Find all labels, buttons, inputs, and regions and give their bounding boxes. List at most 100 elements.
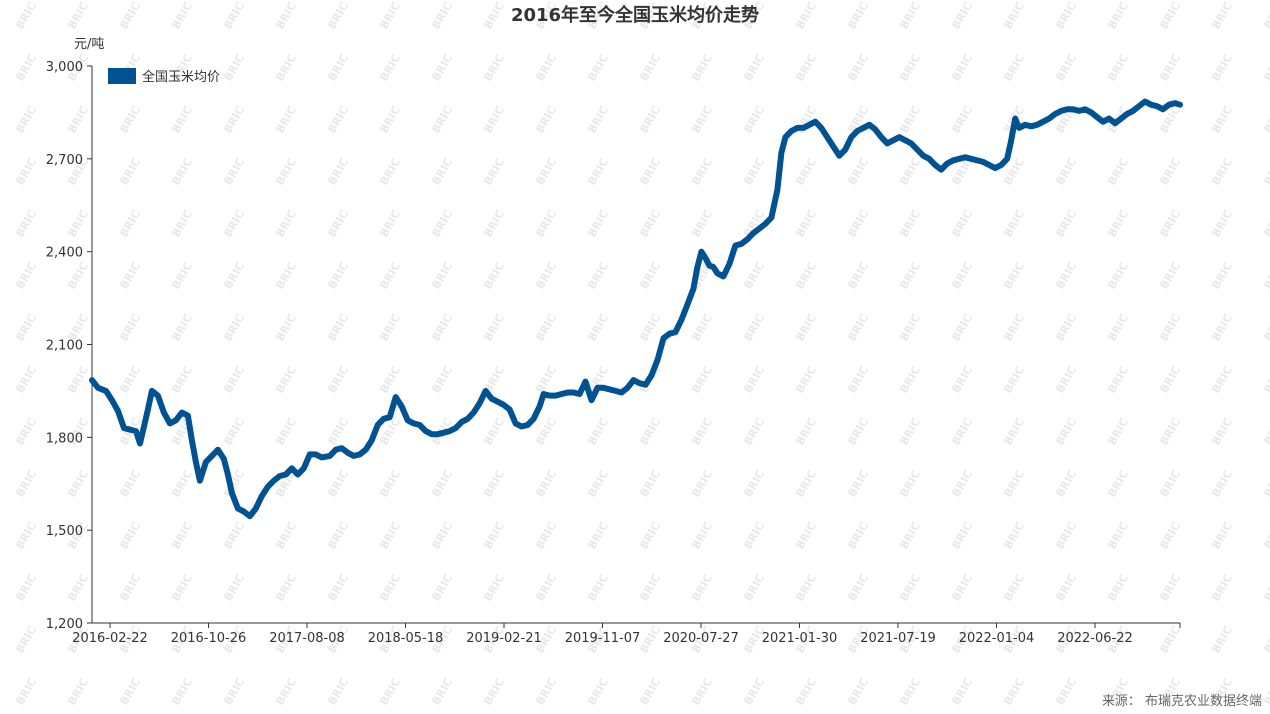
watermark-text: BRIC: [221, 104, 247, 136]
watermark-text: BRIC: [117, 312, 143, 344]
watermark-text: BRIC: [1053, 572, 1079, 604]
watermark-text: BRIC: [897, 468, 923, 500]
watermark-text: BRIC: [1053, 676, 1079, 708]
watermark-text: BRIC: [585, 468, 611, 500]
watermark-text: BRIC: [533, 520, 559, 552]
watermark-text: BRIC: [1001, 208, 1027, 240]
watermark-text: BRIC: [741, 364, 767, 396]
watermark-text: BRIC: [1105, 0, 1131, 31]
x-tick-label: 2019-11-07: [565, 631, 641, 646]
source-label: 来源： 布瑞克农业数据终端: [1102, 693, 1262, 709]
watermark-text: BRIC: [273, 156, 299, 188]
watermark-text: BRIC: [221, 312, 247, 344]
watermark-text: BRIC: [429, 0, 455, 31]
watermark-text: BRIC: [65, 572, 91, 604]
x-tick-label: 2017-08-08: [269, 631, 345, 646]
watermark-text: BRIC: [481, 572, 507, 604]
watermark-text: BRIC: [1209, 364, 1235, 396]
watermark-text: BRIC: [377, 260, 403, 292]
watermark-text: BRIC: [13, 0, 39, 31]
watermark-text: BRIC: [377, 312, 403, 344]
watermark-text: BRIC: [1209, 572, 1235, 604]
watermark-text: BRIC: [897, 156, 923, 188]
watermark-text: BRIC: [897, 520, 923, 552]
watermark-text: BRIC: [1001, 312, 1027, 344]
watermark-text: BRIC: [325, 0, 351, 31]
watermark-text: BRIC: [221, 520, 247, 552]
watermark-text: BRIC: [117, 104, 143, 136]
watermark-text: BRIC: [1261, 260, 1270, 292]
watermark-text: BRIC: [1001, 676, 1027, 708]
watermark-text: BRIC: [1053, 156, 1079, 188]
watermark-text: BRIC: [533, 208, 559, 240]
watermark-text: BRIC: [13, 676, 39, 708]
watermark-text: BRIC: [169, 156, 195, 188]
series-line-national-corn-price: [89, 98, 1183, 520]
watermark-text: BRIC: [1261, 572, 1270, 604]
watermark-text: BRIC: [1209, 52, 1235, 84]
x-tick-label: 2022-01-04: [959, 631, 1035, 646]
watermark-text: BRIC: [1209, 0, 1235, 31]
watermark-text: BRIC: [13, 520, 39, 552]
watermark-text: BRIC: [1053, 468, 1079, 500]
watermark-text: BRIC: [429, 156, 455, 188]
watermark-text: BRIC: [793, 0, 819, 31]
watermark-text: BRIC: [481, 52, 507, 84]
watermark-text: BRIC: [1261, 520, 1270, 552]
watermark-text: BRIC: [481, 156, 507, 188]
watermark-text: BRIC: [221, 676, 247, 708]
watermark-text: BRIC: [793, 572, 819, 604]
watermark-text: BRIC: [169, 312, 195, 344]
watermark-text: BRIC: [585, 676, 611, 708]
watermark-layer: BRIC BRIC BRIC BRIC BRIC BRIC BRIC BRIC BRIC BRIC…: [13, 0, 1270, 708]
watermark-text: BRIC: [1053, 520, 1079, 552]
legend[interactable]: 全国玉米均价: [108, 68, 220, 85]
watermark-text: BRIC: [13, 104, 39, 136]
watermark-text: BRIC: [689, 52, 715, 84]
watermark-text: BRIC: [221, 260, 247, 292]
watermark-text: BRIC: [897, 52, 923, 84]
watermark-text: BRIC: [949, 312, 975, 344]
watermark-text: BRIC: [1157, 312, 1183, 344]
watermark-text: BRIC: [1001, 468, 1027, 500]
watermark-text: BRIC: [13, 312, 39, 344]
watermark-text: BRIC: [325, 156, 351, 188]
watermark-text: BRIC: [793, 52, 819, 84]
watermark-text: BRIC: [1157, 208, 1183, 240]
watermark-text: BRIC: [533, 312, 559, 344]
watermark-text: BRIC: [741, 676, 767, 708]
watermark-text: BRIC: [533, 676, 559, 708]
watermark-text: BRIC: [221, 572, 247, 604]
watermark-text: BRIC: [429, 572, 455, 604]
watermark-text: BRIC: [793, 416, 819, 448]
watermark-text: BRIC: [585, 260, 611, 292]
watermark-text: BRIC: [949, 104, 975, 136]
watermark-text: BRIC: [585, 156, 611, 188]
y-tick-label: 1,500: [46, 524, 83, 539]
x-tick-label: 2016-02-22: [72, 631, 148, 646]
watermark-text: BRIC: [481, 104, 507, 136]
watermark-text: BRIC: [117, 520, 143, 552]
watermark-text: BRIC: [1261, 624, 1270, 656]
watermark-text: BRIC: [1001, 572, 1027, 604]
watermark-text: BRIC: [741, 312, 767, 344]
watermark-text: BRIC: [949, 0, 975, 31]
watermark-text: BRIC: [1053, 208, 1079, 240]
watermark-text: BRIC: [481, 468, 507, 500]
watermark-text: BRIC: [273, 312, 299, 344]
watermark-text: BRIC: [1053, 364, 1079, 396]
watermark-text: BRIC: [689, 312, 715, 344]
watermark-text: BRIC: [481, 676, 507, 708]
watermark-text: BRIC: [1001, 52, 1027, 84]
watermark-text: BRIC: [429, 260, 455, 292]
watermark-text: BRIC: [637, 208, 663, 240]
watermark-text: BRIC: [1157, 364, 1183, 396]
watermark-text: BRIC: [13, 156, 39, 188]
watermark-text: BRIC: [481, 0, 507, 31]
watermark-text: BRIC: [1053, 312, 1079, 344]
watermark-text: BRIC: [741, 104, 767, 136]
watermark-text: BRIC: [585, 52, 611, 84]
watermark-text: BRIC: [1209, 208, 1235, 240]
watermark-text: BRIC: [793, 208, 819, 240]
watermark-text: BRIC: [1001, 364, 1027, 396]
